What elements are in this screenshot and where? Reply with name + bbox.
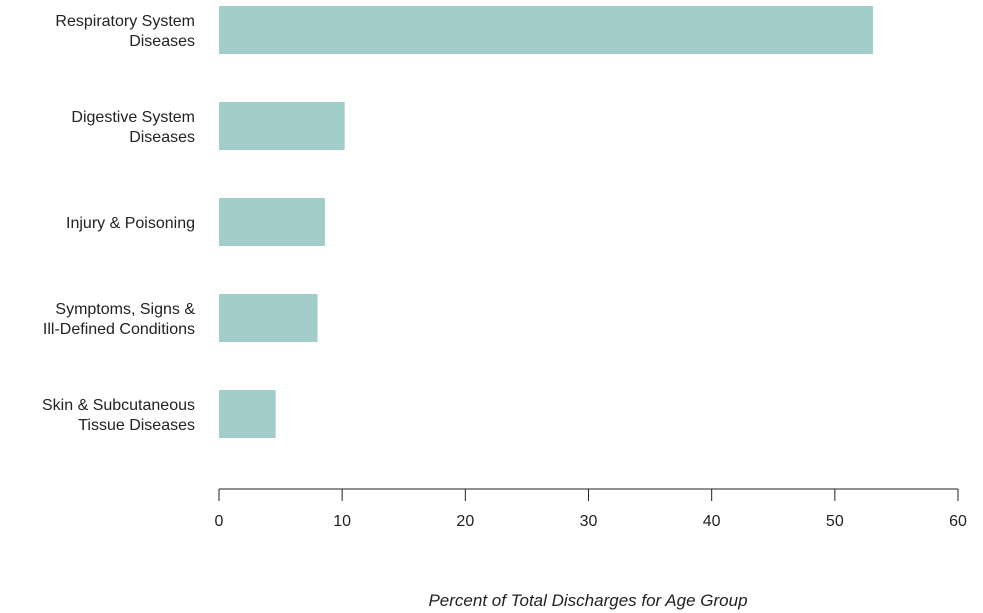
x-tick-label-5: 50: [826, 513, 844, 530]
x-axis: 0 10 20 30 40 50 60: [215, 488, 967, 530]
x-tick-label-2: 20: [456, 513, 474, 530]
category-label-0: Respiratory System Diseases: [55, 13, 195, 50]
bar-1: [219, 102, 345, 150]
x-tick-label-1: 10: [333, 513, 351, 530]
category-label-4-line-0: Skin & Subcutaneous: [42, 397, 195, 414]
category-label-1-line-0: Digestive System: [71, 109, 195, 126]
category-label-3: Symptoms, Signs & Ill-Defined Conditions: [43, 301, 195, 338]
bars-layer: [219, 6, 874, 438]
category-label-4-line-1: Tissue Diseases: [78, 417, 195, 434]
category-label-0-line-1: Diseases: [129, 33, 195, 50]
bar-2: [219, 198, 325, 246]
bar-4: [219, 390, 276, 438]
category-label-1-line-1: Diseases: [129, 129, 195, 146]
category-label-3-line-0: Symptoms, Signs &: [55, 301, 195, 318]
category-label-2: Injury & Poisoning: [66, 215, 195, 232]
bar-3: [219, 294, 318, 342]
x-tick-label-6: 60: [949, 513, 967, 530]
x-tick-label-4: 40: [703, 513, 721, 530]
bar-0: [219, 6, 874, 54]
category-label-1: Digestive System Diseases: [71, 109, 195, 146]
x-tick-label-3: 30: [580, 513, 598, 530]
category-label-4: Skin & Subcutaneous Tissue Diseases: [42, 397, 195, 434]
category-label-0-line-0: Respiratory System: [55, 13, 195, 30]
x-tick-label-0: 0: [215, 513, 224, 530]
category-label-3-line-1: Ill-Defined Conditions: [43, 321, 195, 338]
category-label-2-line-0: Injury & Poisoning: [66, 215, 195, 232]
x-axis-title: Percent of Total Discharges for Age Grou…: [428, 591, 747, 610]
